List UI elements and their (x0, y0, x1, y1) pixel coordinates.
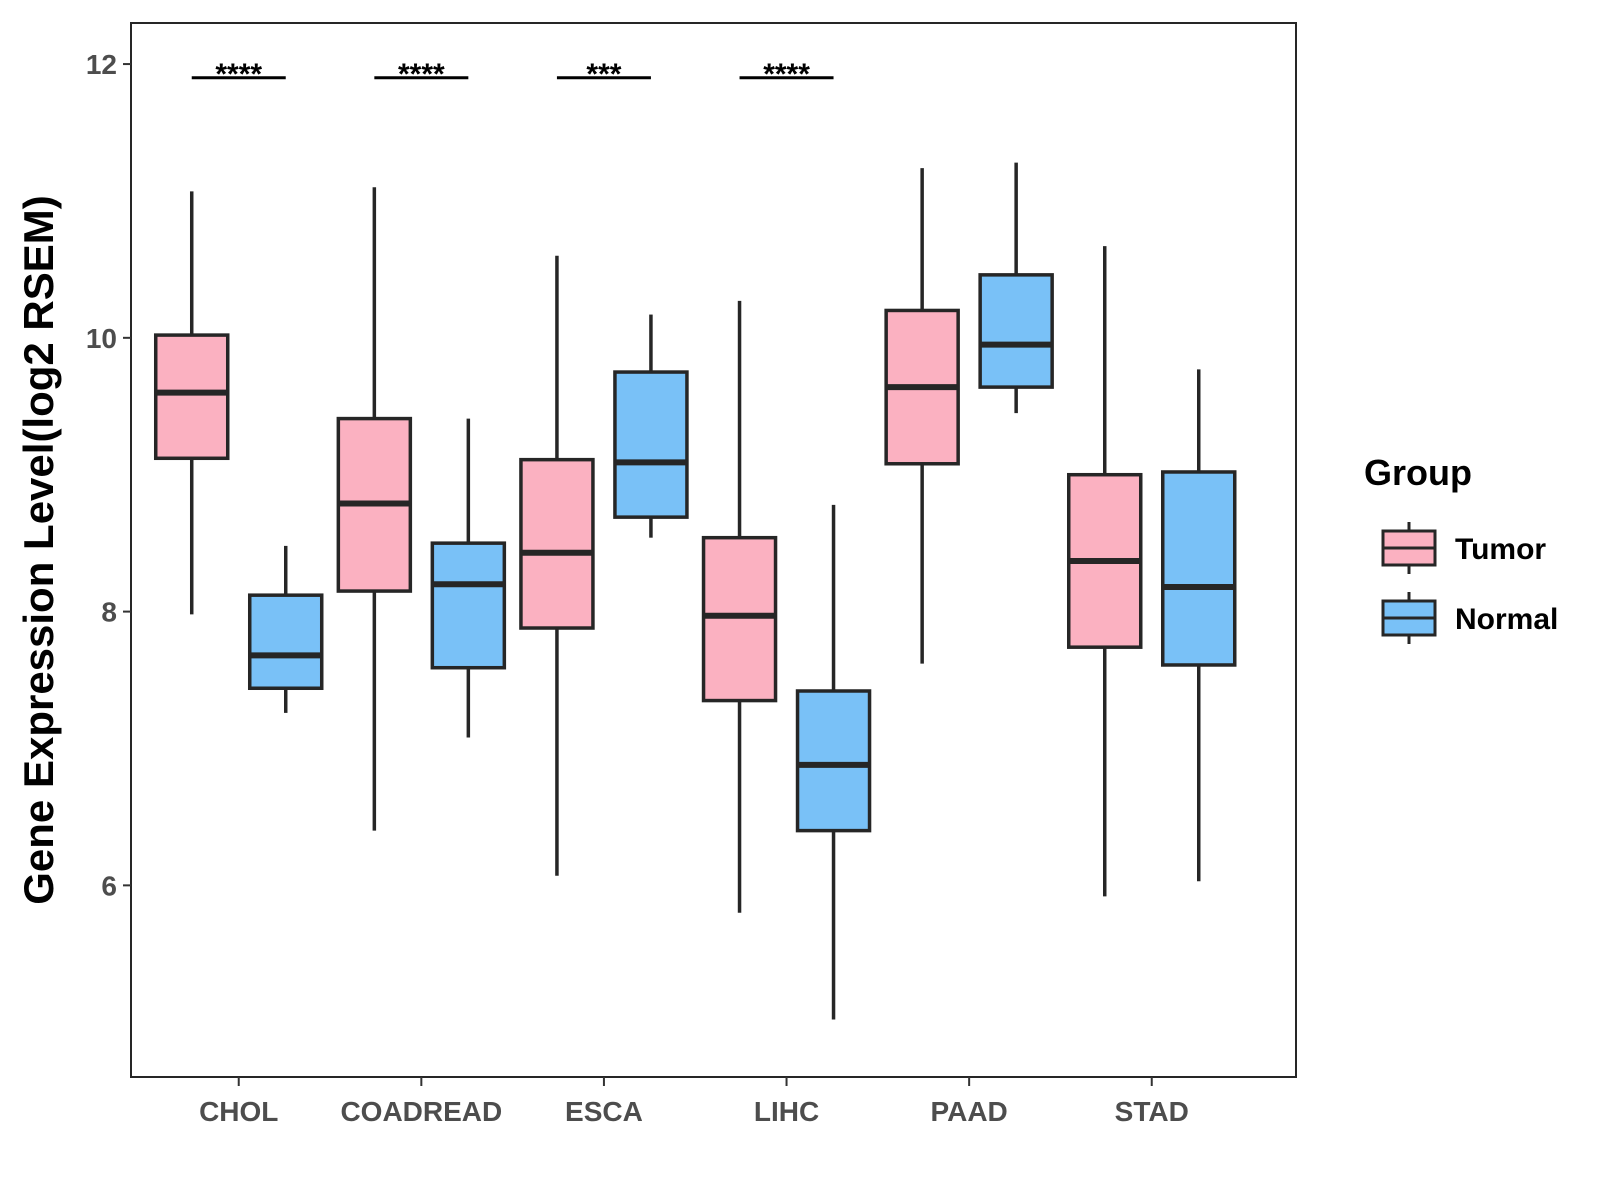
box-tumor-paad (884, 168, 960, 664)
legend-label: Normal (1455, 603, 1558, 636)
box-iqr (153, 333, 230, 461)
significance-label: *** (586, 58, 621, 91)
box-normal-paad (978, 162, 1054, 414)
x-tick-label: ESCA (565, 1096, 643, 1127)
y-axis-title: Gene Expression Level(log2 RSEM) (15, 195, 62, 905)
x-axis: CHOL COADREAD ESCA LIHC PAAD STAD (199, 1077, 1189, 1127)
box-normal-lihc (795, 504, 872, 1020)
box-iqr (247, 593, 324, 691)
significance-label: **** (763, 58, 810, 91)
x-tick-label: PAAD (931, 1096, 1008, 1127)
box-series (153, 162, 1237, 1020)
box-iqr (795, 689, 872, 833)
legend: Group Tumor Normal (1364, 452, 1558, 644)
y-tick-label: 10 (86, 323, 117, 354)
box-tumor-esca (519, 255, 595, 876)
box-tumor-chol (153, 191, 230, 615)
box-iqr (701, 535, 778, 703)
box-normal-coadread (430, 418, 507, 738)
box-iqr (1160, 470, 1237, 667)
box-normal-esca (613, 314, 689, 538)
significance-label: **** (215, 58, 262, 91)
y-tick-label: 6 (101, 870, 117, 901)
legend-item-tumor: Tumor (1381, 522, 1546, 574)
box-tumor-coadread (336, 187, 413, 831)
significance-label: **** (398, 58, 445, 91)
box-normal-chol (247, 545, 324, 713)
box-tumor-lihc (701, 300, 778, 913)
y-tick-label: 8 (101, 597, 117, 628)
x-tick-label: CHOL (199, 1096, 278, 1127)
significance-annotations: **** **** *** **** (191, 58, 834, 91)
x-tick-label: COADREAD (340, 1096, 502, 1127)
box-iqr (519, 457, 595, 630)
legend-title: Group (1364, 452, 1472, 493)
x-tick-label: STAD (1115, 1096, 1189, 1127)
legend-label: Tumor (1455, 533, 1546, 566)
x-tick-label: LIHC (754, 1096, 819, 1127)
box-tumor-stad (1066, 246, 1143, 897)
legend-item-normal: Normal (1381, 592, 1558, 644)
box-iqr (978, 273, 1054, 389)
y-tick-label: 12 (86, 49, 117, 80)
box-iqr (430, 541, 507, 670)
box-iqr (613, 370, 689, 519)
box-normal-stad (1160, 369, 1237, 882)
y-axis: 6 8 10 12 (86, 49, 131, 901)
